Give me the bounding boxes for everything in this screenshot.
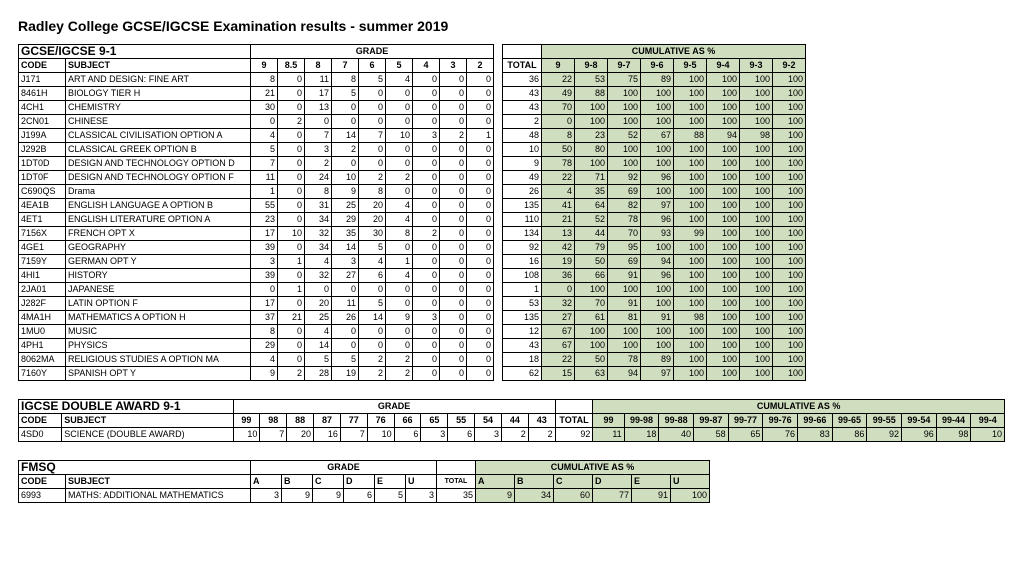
table-row: 1MU0MUSIC8040000001267100100100100100100… [19, 325, 806, 339]
table-row: 8062MARELIGIOUS STUDIES A OPTION MA40552… [19, 353, 806, 367]
fmsq-table: FMSQ GRADE CUMULATIVE AS % CODE SUBJECT … [18, 460, 710, 503]
table-row: 4MA1HMATHEMATICS A OPTION H3721252614930… [19, 311, 806, 325]
table-row: 2CN01CHINESE0200000002010010010010010010… [19, 115, 806, 129]
table-row: 7160YSPANISH OPT Y9228192200062156394971… [19, 367, 806, 381]
table-row: J292BCLASSICAL GREEK OPTION B50320000010… [19, 143, 806, 157]
table-row: J171ART AND DESIGN: FINE ART801185400036… [19, 73, 806, 87]
t3-cum-header: CUMULATIVE AS % [476, 461, 710, 475]
table-row: 4HI1HISTORY39032276400010836669196100100… [19, 269, 806, 283]
t2-col-header-row: CODE SUBJECT 99 98 88 87 77 76 66 65 55 … [19, 414, 1005, 428]
t3-grade-header: GRADE [251, 461, 437, 475]
table-row: 6993MATHS: ADDITIONAL MATHEMATICS3996533… [19, 489, 710, 503]
t2-cum-header: CUMULATIVE AS % [593, 400, 1005, 414]
t3-col-header-row: CODE SUBJECT A B C D E U TOTAL A B C D E… [19, 475, 710, 489]
page-title: Radley College GCSE/IGCSE Examination re… [18, 18, 1005, 34]
table-row: 7159YGERMAN OPT Y31434100016195069941001… [19, 255, 806, 269]
table-row: J282FLATIN OPTION F170201150000533270911… [19, 297, 806, 311]
double-award-table: IGCSE DOUBLE AWARD 9-1 GRADE CUMULATIVE … [18, 399, 1005, 442]
t3-section-title: FMSQ [19, 461, 251, 475]
t1-section-title: GCSE/IGCSE 9-1 [19, 45, 251, 59]
table-row: J199ACLASSICAL CIVILISATION OPTION A4071… [19, 129, 806, 143]
table-row: 4EA1BENGLISH LANGUAGE A OPTION B55031252… [19, 199, 806, 213]
table-row: 4SD0SCIENCE (DOUBLE AWARD)10720167106363… [19, 428, 1005, 442]
table-row: 2JA01JAPANESE010000000101001001001001001… [19, 283, 806, 297]
table-row: 1DT0FDESIGN AND TECHNOLOGY OPTION F11024… [19, 171, 806, 185]
table-row: C690QSDrama10898000026435691001001001001… [19, 185, 806, 199]
t1-col-header-row: CODE SUBJECT 9 8.5 8 7 6 5 4 3 2 TOTAL 9… [19, 59, 806, 73]
table-row: 4ET1ENGLISH LITERATURE OPTION A230342920… [19, 213, 806, 227]
t1-cum-header: CUMULATIVE AS % [542, 45, 806, 59]
table-row: 7156XFRENCH OPT X17103235308200134134470… [19, 227, 806, 241]
table-row: 4PH1PHYSICS29014000000436710010010010010… [19, 339, 806, 353]
table-row: 4CH1CHEMISTRY300130000004370100100100100… [19, 101, 806, 115]
table-row: 1DT0DDESIGN AND TECHNOLOGY OPTION D70200… [19, 157, 806, 171]
t1-grade-header: GRADE [251, 45, 494, 59]
gcse-table: GCSE/IGCSE 9-1 GRADE CUMULATIVE AS % COD… [18, 44, 806, 381]
t2-section-title: IGCSE DOUBLE AWARD 9-1 [19, 400, 234, 414]
table-row: 4GE1GEOGRAPHY390341450000924279951001001… [19, 241, 806, 255]
t2-grade-header: GRADE [233, 400, 555, 414]
table-row: 8461HBIOLOGY TIER H210175000004349881001… [19, 87, 806, 101]
